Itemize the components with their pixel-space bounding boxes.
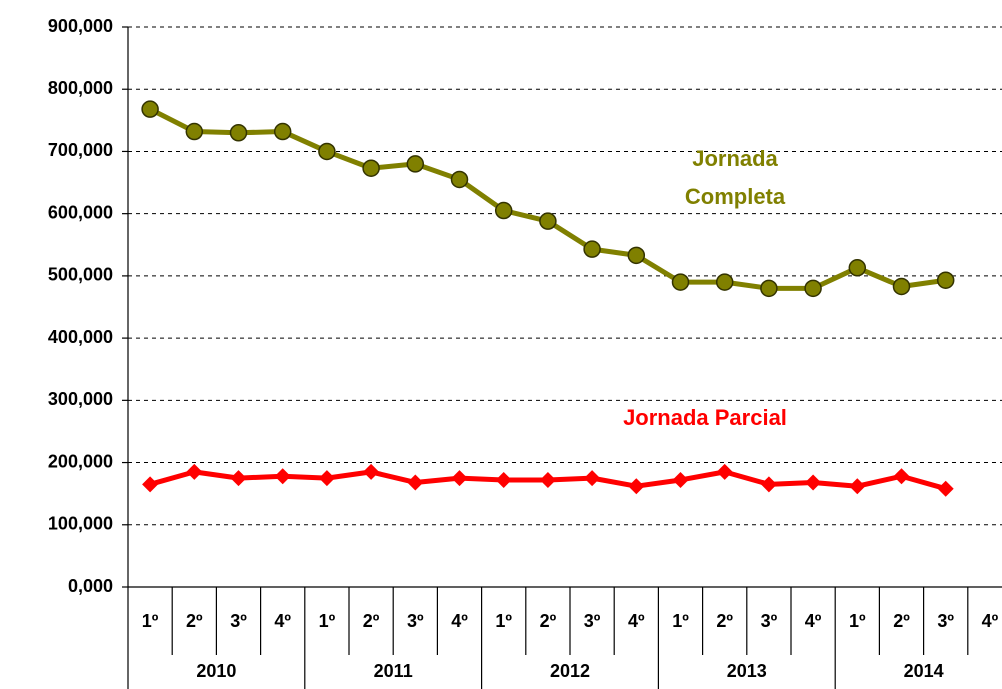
series-annotation: Jornada xyxy=(692,146,778,171)
marker xyxy=(495,471,512,488)
x-tick-label: 1º xyxy=(142,611,159,631)
marker xyxy=(539,212,557,230)
marker xyxy=(230,470,247,487)
y-tick-label: 300,000 xyxy=(48,389,113,409)
series-annotation: Jornada Parcial xyxy=(623,405,787,430)
x-tick-label: 4º xyxy=(805,611,822,631)
x-tick-label: 1º xyxy=(319,611,336,631)
marker xyxy=(628,478,645,495)
x-tick-label: 3º xyxy=(407,611,424,631)
x-tick-label: 3º xyxy=(584,611,601,631)
marker xyxy=(848,259,867,277)
marker xyxy=(936,271,955,289)
x-tick-label: 3º xyxy=(937,611,954,631)
x-tick-label: 2º xyxy=(540,611,557,631)
y-tick-label: 800,000 xyxy=(48,78,113,98)
series-line xyxy=(148,106,947,291)
marker xyxy=(627,246,646,265)
marker xyxy=(273,122,292,141)
marker xyxy=(407,474,424,491)
marker xyxy=(142,476,159,493)
y-tick-label: 500,000 xyxy=(48,265,113,285)
x-tick-label: 2º xyxy=(893,611,910,631)
marker xyxy=(363,463,380,480)
marker xyxy=(893,468,910,485)
marker xyxy=(849,478,866,495)
marker xyxy=(539,471,556,488)
y-tick-label: 600,000 xyxy=(48,202,113,222)
marker xyxy=(760,476,777,493)
marker xyxy=(760,279,778,298)
x-tick-label: 1º xyxy=(495,611,512,631)
year-label: 2012 xyxy=(550,661,590,681)
marker xyxy=(494,201,513,220)
marker xyxy=(185,122,204,141)
marker xyxy=(451,470,468,487)
marker xyxy=(450,170,469,189)
y-tick-label: 200,000 xyxy=(48,451,113,471)
x-tick-label: 3º xyxy=(230,611,247,631)
y-tick-label: 700,000 xyxy=(48,140,113,160)
marker xyxy=(805,474,822,491)
marker xyxy=(671,273,690,291)
marker xyxy=(318,142,336,161)
year-label: 2014 xyxy=(904,661,944,681)
year-label: 2010 xyxy=(196,661,236,681)
year-label: 2011 xyxy=(374,661,413,681)
x-tick-label: 2º xyxy=(716,611,733,631)
marker xyxy=(716,463,733,480)
marker xyxy=(715,273,734,291)
x-tick-label: 2º xyxy=(363,611,380,631)
x-tick-label: 4º xyxy=(982,611,999,631)
marker xyxy=(672,471,689,488)
y-tick-label: 900,000 xyxy=(48,16,113,36)
x-tick-label: 1º xyxy=(849,611,866,631)
y-tick-label: 0,000 xyxy=(68,576,113,596)
marker xyxy=(406,155,425,173)
marker xyxy=(804,279,822,298)
marker xyxy=(186,463,203,480)
x-tick-label: 2º xyxy=(186,611,203,631)
marker xyxy=(229,124,248,142)
marker xyxy=(274,468,291,485)
marker xyxy=(584,470,601,487)
marker xyxy=(362,159,380,177)
y-tick-label: 400,000 xyxy=(48,327,113,347)
series-annotation: Completa xyxy=(685,184,786,209)
marker xyxy=(141,100,159,118)
y-tick-label: 100,000 xyxy=(48,514,113,534)
x-tick-label: 4º xyxy=(274,611,291,631)
x-tick-label: 1º xyxy=(672,611,689,631)
x-tick-label: 3º xyxy=(761,611,778,631)
marker xyxy=(892,277,911,296)
x-tick-label: 4º xyxy=(451,611,468,631)
marker xyxy=(583,240,601,258)
marker xyxy=(318,470,335,487)
x-tick-label: 4º xyxy=(628,611,645,631)
marker xyxy=(937,480,954,497)
year-label: 2013 xyxy=(727,661,767,681)
